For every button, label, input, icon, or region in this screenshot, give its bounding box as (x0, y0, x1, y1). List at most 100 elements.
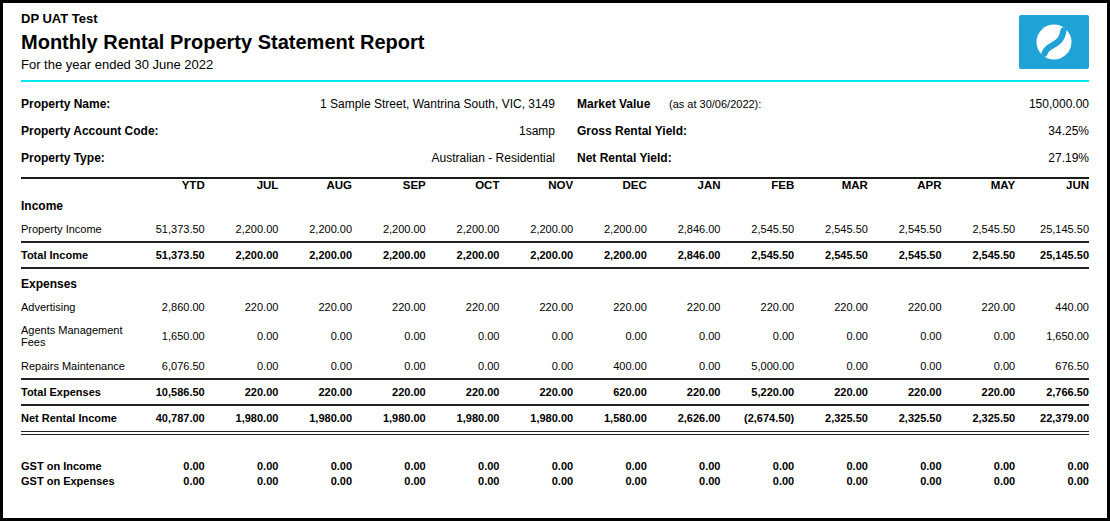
cell-repairs-maintenance-jan: 0.00 (647, 355, 721, 379)
row-label: Net Rental Income (21, 405, 131, 433)
spacer (21, 433, 1089, 458)
cell-total-expenses-feb: 5,220.00 (721, 379, 795, 405)
column-header-jun: JUN (1015, 179, 1089, 191)
cell-property-income-apr: 2,545.50 (868, 218, 942, 242)
net-rental-yield-value: 27.19% (672, 151, 1089, 165)
cell-gst-on-income-oct: 0.00 (426, 458, 500, 473)
cell-total-expenses-nov: 220.00 (499, 379, 573, 405)
cell-advertising-jun: 440.00 (1015, 296, 1089, 319)
row-label: Total Income (21, 242, 131, 268)
property-type-value: Australian - Residential (105, 151, 555, 165)
column-header-mar: MAR (794, 179, 868, 191)
month-header-row: YTDJULAUGSEPOCTNOVDECJANFEBMARAPRMAYJUN (21, 179, 1089, 191)
page-title: Monthly Rental Property Statement Report (21, 31, 424, 54)
cell-total-income-apr: 2,545.50 (868, 242, 942, 268)
cell-advertising-jul: 220.00 (205, 296, 279, 319)
property-account-code-row: Property Account Code: 1samp (21, 118, 555, 145)
row-label: Property Income (21, 218, 131, 242)
cell-repairs-maintenance-nov: 0.00 (499, 355, 573, 379)
cell-gst-on-income-feb: 0.00 (721, 458, 795, 473)
cell-net-rental-income-apr: 2,325.50 (868, 405, 942, 433)
header-text-block: DP UAT Test Monthly Rental Property Stat… (21, 12, 424, 80)
company-name: DP UAT Test (21, 12, 424, 27)
column-header-apr: APR (868, 179, 942, 191)
cell-total-expenses-sep: 220.00 (352, 379, 426, 405)
cell-property-income-nov: 2,200.00 (499, 218, 573, 242)
cell-net-rental-income-nov: 1,980.00 (499, 405, 573, 433)
cell-gst-on-expenses-jun: 0.00 (1015, 473, 1089, 488)
cell-total-income-nov: 2,200.00 (499, 242, 573, 268)
cell-gst-on-income-jan: 0.00 (647, 458, 721, 473)
row-label: Agents Management Fees (21, 319, 131, 355)
table-row-total-expenses: Total Expenses10,586.50220.00220.00220.0… (21, 379, 1089, 405)
cell-gst-on-income-sep: 0.00 (352, 458, 426, 473)
row-label: Advertising (21, 296, 131, 319)
cell-property-income-may: 2,545.50 (942, 218, 1016, 242)
cell-advertising-ytd: 2,860.00 (131, 296, 205, 319)
cell-total-expenses-dec: 620.00 (573, 379, 647, 405)
gross-rental-yield-value: 34.25% (687, 124, 1089, 138)
cell-total-expenses-aug: 220.00 (278, 379, 352, 405)
cell-repairs-maintenance-sep: 0.00 (352, 355, 426, 379)
cell-net-rental-income-mar: 2,325.50 (794, 405, 868, 433)
gross-rental-yield-label: Gross Rental Yield: (577, 124, 687, 138)
cell-gst-on-expenses-feb: 0.00 (721, 473, 795, 488)
column-header-feb: FEB (721, 179, 795, 191)
cell-agents-management-fees-jul: 0.00 (205, 319, 279, 355)
row-label: Total Expenses (21, 379, 131, 405)
table-row-agents-management-fees: Agents Management Fees1,650.000.000.000.… (21, 319, 1089, 355)
cell-total-income-jun: 25,145.50 (1015, 242, 1089, 268)
cell-gst-on-expenses-jan: 0.00 (647, 473, 721, 488)
cell-property-income-jul: 2,200.00 (205, 218, 279, 242)
cell-advertising-oct: 220.00 (426, 296, 500, 319)
cell-agents-management-fees-feb: 0.00 (721, 319, 795, 355)
table-row-property-income: Property Income51,373.502,200.002,200.00… (21, 218, 1089, 242)
gross-rental-yield-row: Gross Rental Yield: 34.25% (577, 118, 1089, 145)
cell-repairs-maintenance-ytd: 6,076.50 (131, 355, 205, 379)
cell-total-income-sep: 2,200.00 (352, 242, 426, 268)
cell-agents-management-fees-may: 0.00 (942, 319, 1016, 355)
table-row-gst-on-expenses: GST on Expenses0.000.000.000.000.000.000… (21, 473, 1089, 488)
column-header-jul: JUL (205, 179, 279, 191)
cell-property-income-jun: 25,145.50 (1015, 218, 1089, 242)
cell-agents-management-fees-dec: 0.00 (573, 319, 647, 355)
property-info-left: Property Name: 1 Sample Street, Wantrina… (21, 91, 555, 172)
cell-gst-on-expenses-may: 0.00 (942, 473, 1016, 488)
cell-property-income-sep: 2,200.00 (352, 218, 426, 242)
cell-net-rental-income-may: 2,325.50 (942, 405, 1016, 433)
row-label: GST on Income (21, 458, 131, 473)
cell-total-expenses-apr: 220.00 (868, 379, 942, 405)
cell-total-expenses-oct: 220.00 (426, 379, 500, 405)
property-type-row: Property Type: Australian - Residential (21, 145, 555, 172)
cell-repairs-maintenance-aug: 0.00 (278, 355, 352, 379)
cell-total-expenses-mar: 220.00 (794, 379, 868, 405)
property-account-code-value: 1samp (159, 124, 555, 138)
cell-net-rental-income-jul: 1,980.00 (205, 405, 279, 433)
cell-agents-management-fees-nov: 0.00 (499, 319, 573, 355)
cell-net-rental-income-jan: 2,626.00 (647, 405, 721, 433)
cell-gst-on-income-apr: 0.00 (868, 458, 942, 473)
cell-gst-on-expenses-dec: 0.00 (573, 473, 647, 488)
cell-total-income-dec: 2,200.00 (573, 242, 647, 268)
cell-gst-on-expenses-oct: 0.00 (426, 473, 500, 488)
swirl-s-logo-icon (1019, 15, 1089, 69)
column-header-aug: AUG (278, 179, 352, 191)
market-value-as-at-note: (as at 30/06/2022): (669, 98, 761, 110)
table-row-advertising: Advertising2,860.00220.00220.00220.00220… (21, 296, 1089, 319)
cell-advertising-aug: 220.00 (278, 296, 352, 319)
cell-agents-management-fees-apr: 0.00 (868, 319, 942, 355)
cell-gst-on-income-ytd: 0.00 (131, 458, 205, 473)
cell-agents-management-fees-jun: 1,650.00 (1015, 319, 1089, 355)
property-type-label: Property Type: (21, 151, 105, 165)
cell-advertising-may: 220.00 (942, 296, 1016, 319)
column-header-may: MAY (942, 179, 1016, 191)
cell-gst-on-income-nov: 0.00 (499, 458, 573, 473)
cell-net-rental-income-sep: 1,980.00 (352, 405, 426, 433)
cell-total-expenses-jan: 220.00 (647, 379, 721, 405)
column-header-sep: SEP (352, 179, 426, 191)
cell-repairs-maintenance-may: 0.00 (942, 355, 1016, 379)
cell-property-income-jan: 2,846.00 (647, 218, 721, 242)
cell-gst-on-income-may: 0.00 (942, 458, 1016, 473)
table-row-repairs-maintenance: Repairs Maintenance6,076.500.000.000.000… (21, 355, 1089, 379)
property-account-code-label: Property Account Code: (21, 124, 159, 138)
